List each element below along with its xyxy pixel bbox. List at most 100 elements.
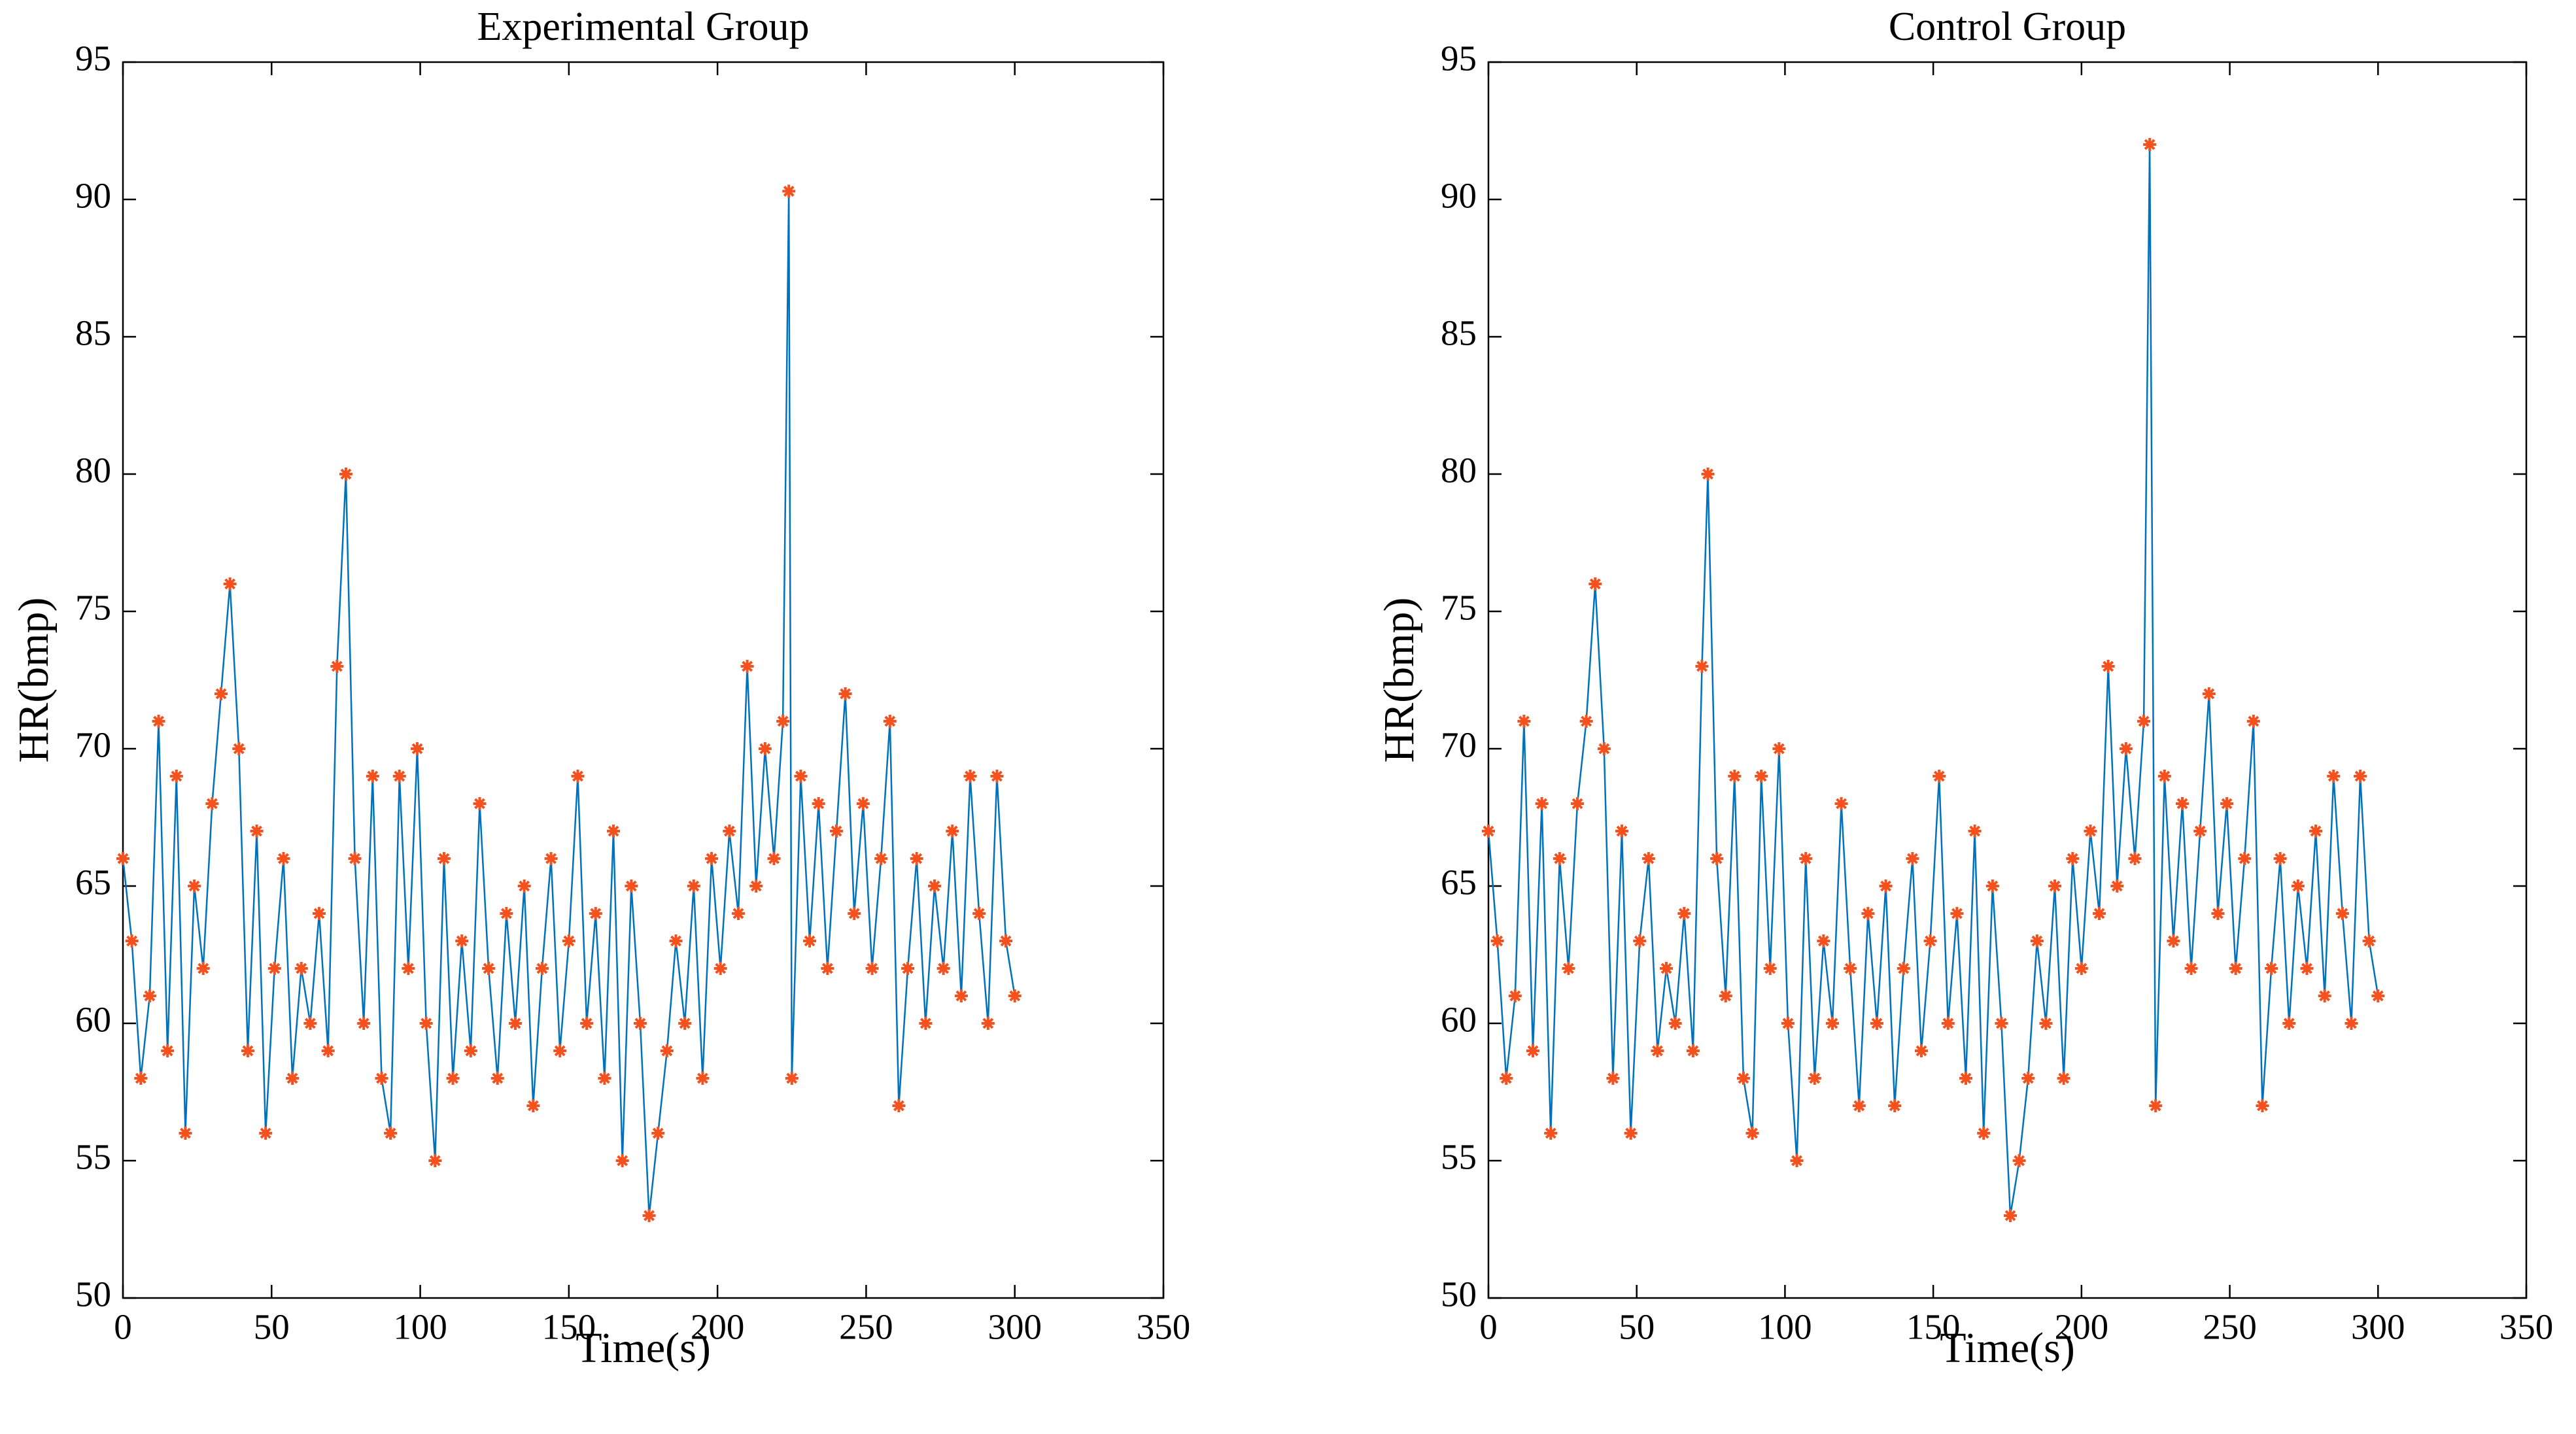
- y-tick-label: 75: [1441, 588, 1477, 628]
- data-marker: [544, 852, 558, 865]
- data-marker: [705, 852, 719, 865]
- data-marker: [241, 1044, 254, 1057]
- data-marker: [446, 1072, 460, 1085]
- data-line: [122, 191, 1016, 1216]
- data-marker: [2220, 797, 2234, 810]
- data-marker: [2119, 742, 2133, 755]
- data-marker: [1579, 715, 1593, 728]
- y-tick-label: 95: [75, 39, 111, 78]
- data-marker: [678, 1017, 692, 1030]
- data-marker: [669, 934, 683, 947]
- data-marker: [1490, 934, 1504, 947]
- data-marker: [482, 962, 496, 975]
- data-marker: [1808, 1072, 1821, 1085]
- data-marker: [598, 1072, 611, 1085]
- data-marker: [1852, 1099, 1866, 1112]
- data-marker: [1799, 852, 1813, 865]
- axes-frame: [122, 61, 1165, 1299]
- x-tick-label: 50: [1619, 1307, 1655, 1347]
- data-marker: [1660, 962, 1674, 975]
- data-marker: [651, 1127, 665, 1140]
- data-marker: [473, 797, 487, 810]
- data-marker: [1615, 825, 1629, 838]
- data-marker: [1968, 825, 1982, 838]
- data-marker: [874, 852, 888, 865]
- data-marker: [2344, 1017, 2358, 1030]
- data-marker: [660, 1044, 674, 1057]
- data-marker: [143, 989, 156, 1002]
- x-tick-label: 350: [2499, 1307, 2554, 1347]
- data-marker: [749, 879, 763, 893]
- data-marker: [2137, 715, 2151, 728]
- data-marker: [794, 770, 808, 783]
- data-marker: [2193, 825, 2207, 838]
- data-marker: [1995, 1017, 2008, 1030]
- data-marker: [856, 797, 870, 810]
- data-marker: [428, 1154, 442, 1167]
- data-marker: [1870, 1017, 1883, 1030]
- data-marker: [1834, 797, 1848, 810]
- y-tick-label: 50: [1441, 1274, 1477, 1314]
- data-marker: [223, 577, 237, 590]
- data-marker: [125, 934, 139, 947]
- data-marker: [767, 852, 781, 865]
- x-tick-label: 50: [254, 1307, 290, 1347]
- data-marker: [589, 907, 602, 920]
- data-marker: [1728, 770, 1742, 783]
- data-marker: [1508, 989, 1522, 1002]
- x-tick-label: 200: [691, 1307, 745, 1347]
- data-marker: [1686, 1044, 1700, 1057]
- data-marker: [1763, 962, 1777, 975]
- data-marker: [1861, 907, 1875, 920]
- data-marker: [990, 770, 1004, 783]
- data-marker: [883, 715, 897, 728]
- data-marker: [731, 907, 745, 920]
- data-marker: [1677, 907, 1691, 920]
- y-tick-label: 90: [1441, 176, 1477, 216]
- data-marker: [1897, 962, 1910, 975]
- data-marker: [1790, 1154, 1804, 1167]
- x-tick-label: 100: [393, 1307, 447, 1347]
- data-marker: [500, 907, 513, 920]
- data-marker: [411, 742, 424, 755]
- data-marker: [2157, 770, 2171, 783]
- data-marker: [2167, 934, 2180, 947]
- data-marker: [2021, 1072, 2035, 1085]
- data-marker: [2211, 907, 2225, 920]
- data-marker: [267, 962, 281, 975]
- data-marker: [1008, 989, 1022, 1002]
- data-marker: [892, 1099, 906, 1112]
- data-marker: [1589, 577, 1602, 590]
- data-marker: [348, 852, 362, 865]
- data-marker: [642, 1209, 656, 1222]
- data-marker: [776, 715, 790, 728]
- data-marker: [946, 825, 959, 838]
- data-line: [1487, 144, 2379, 1216]
- x-tick-label: 0: [1479, 1307, 1498, 1347]
- data-marker: [1923, 934, 1937, 947]
- x-tick-label: 150: [1906, 1307, 1961, 1347]
- data-marker: [1959, 1072, 1973, 1085]
- data-marker: [2004, 1209, 2018, 1222]
- data-marker: [713, 962, 727, 975]
- data-marker: [1544, 1127, 1558, 1140]
- data-marker: [954, 989, 968, 1002]
- y-tick-label: 50: [75, 1274, 111, 1314]
- x-axis-label: Time(s): [1940, 1324, 2075, 1372]
- data-marker: [1517, 715, 1531, 728]
- data-marker: [1633, 934, 1647, 947]
- data-marker: [1817, 934, 1830, 947]
- data-marker: [2282, 1017, 2296, 1030]
- data-marker: [607, 825, 621, 838]
- data-marker: [2202, 687, 2216, 700]
- data-marker: [205, 797, 219, 810]
- y-tick-label: 85: [75, 313, 111, 353]
- data-marker: [1535, 797, 1549, 810]
- data-marker: [2362, 934, 2376, 947]
- data-marker: [1915, 1044, 1929, 1057]
- data-marker: [161, 1044, 175, 1057]
- data-marker: [1781, 1017, 1795, 1030]
- x-tick-label: 350: [1137, 1307, 1191, 1347]
- data-marker: [2048, 879, 2062, 893]
- data-marker: [838, 687, 852, 700]
